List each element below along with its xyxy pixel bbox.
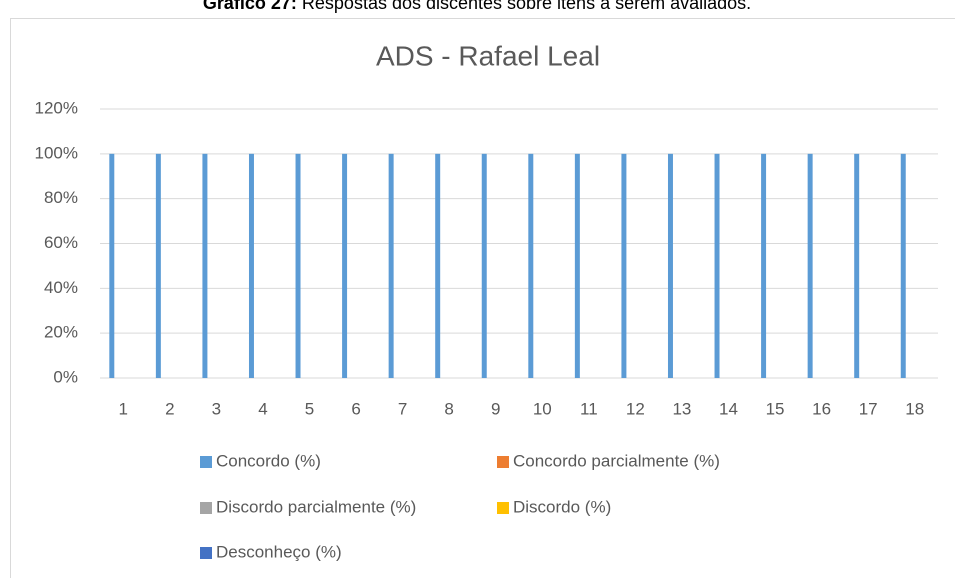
bar (528, 153, 534, 378)
x-tick-label: 9 (491, 399, 500, 418)
bar (900, 153, 906, 378)
bar (481, 153, 487, 378)
bar (667, 153, 673, 378)
y-tick-label: 120% (35, 98, 78, 117)
bar (854, 153, 860, 378)
bar (714, 153, 720, 378)
x-tick-label: 8 (444, 399, 453, 418)
bar (248, 153, 254, 378)
y-tick-label: 60% (44, 233, 78, 252)
legend-label: Discordo parcialmente (%) (216, 497, 416, 516)
caption-text: Respostas dos discentes sobre itens a se… (302, 0, 751, 13)
x-tick-label: 6 (351, 399, 360, 418)
bar (202, 153, 208, 378)
legend-swatch (200, 456, 212, 468)
bar (574, 153, 580, 378)
legend-swatch (497, 456, 509, 468)
bar (761, 153, 767, 378)
legend-label: Concordo parcialmente (%) (513, 451, 720, 470)
legend-swatch (200, 547, 212, 559)
legend-swatch (200, 502, 212, 514)
x-tick-label: 2 (165, 399, 174, 418)
x-tick-label: 17 (859, 399, 878, 418)
x-tick-label: 10 (533, 399, 552, 418)
legend-swatch (497, 502, 509, 514)
y-tick-label: 80% (44, 188, 78, 207)
x-tick-label: 5 (305, 399, 314, 418)
y-tick-label: 40% (44, 278, 78, 297)
legend-label: Concordo (%) (216, 451, 321, 470)
bar (435, 153, 441, 378)
x-tick-label: 11 (580, 399, 598, 418)
y-tick-label: 0% (53, 367, 78, 386)
legend-label: Discordo (%) (513, 497, 611, 516)
bar (155, 153, 161, 378)
bar (295, 153, 301, 378)
y-tick-label: 100% (35, 143, 78, 162)
x-tick-label: 16 (812, 399, 831, 418)
bar (807, 153, 813, 378)
bar (342, 153, 348, 378)
x-tick-label: 14 (719, 399, 738, 418)
x-tick-label: 12 (626, 399, 645, 418)
x-tick-label: 18 (905, 399, 924, 418)
bar (388, 153, 394, 378)
x-tick-label: 13 (672, 399, 691, 418)
bar (621, 153, 627, 378)
x-tick-label: 3 (212, 399, 221, 418)
x-tick-label: 1 (119, 399, 128, 418)
legend-label: Desconheço (%) (216, 542, 342, 561)
x-tick-label: 7 (398, 399, 407, 418)
y-tick-label: 20% (44, 323, 78, 342)
caption: Gráfico 27: Respostas dos discentes sobr… (203, 0, 751, 13)
caption-label: Gráfico 27: (203, 0, 297, 13)
x-tick-label: 4 (258, 399, 267, 418)
bar (109, 153, 115, 378)
x-tick-label: 15 (766, 399, 785, 418)
chart-title: ADS - Rafael Leal (376, 40, 600, 71)
